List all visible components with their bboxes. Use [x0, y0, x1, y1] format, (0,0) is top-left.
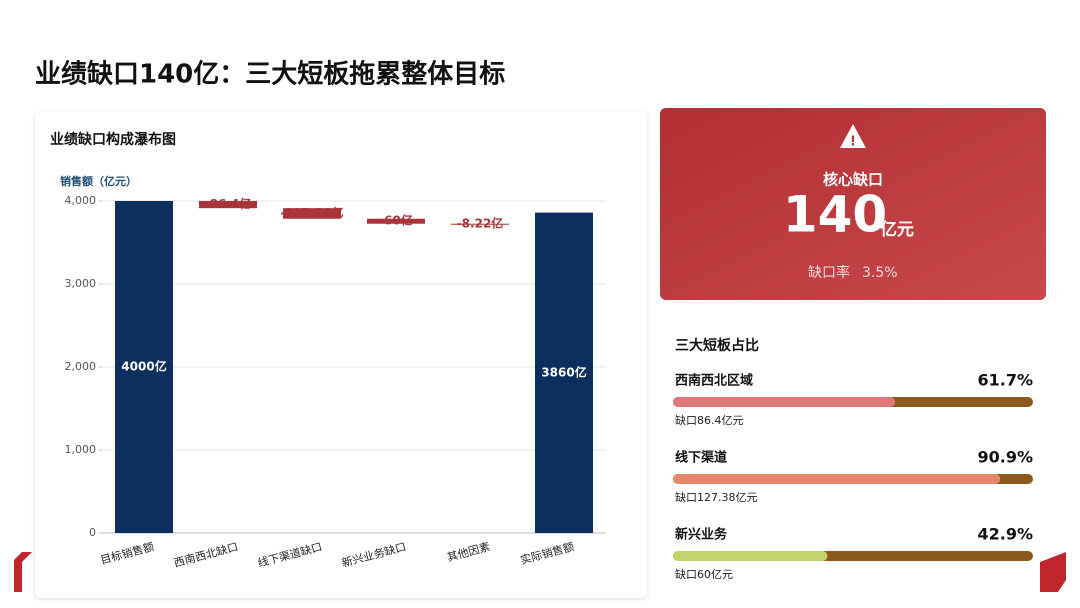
shortfall-percent: 42.9%: [977, 525, 1033, 544]
bar: [451, 223, 509, 225]
progress-bar: [673, 474, 1001, 484]
shortfall-percent: 61.7%: [977, 371, 1033, 390]
y-tick-label: 4,000: [65, 194, 97, 207]
progress-bar: [673, 551, 828, 561]
kpi-rate-label: 缺口率: [808, 264, 850, 281]
shortfall-name: 新兴业务: [675, 527, 728, 543]
value-label: -86.4亿: [205, 196, 252, 211]
kpi-label: 核心缺口: [823, 171, 883, 189]
value-label: 3860亿: [541, 364, 586, 379]
warning-mark: !: [850, 135, 856, 150]
bar: [283, 208, 341, 219]
page-title: 业绩缺口140亿：三大短板拖累整体目标: [35, 59, 505, 90]
shortfall-name: 西南西北区域: [675, 373, 753, 389]
kpi-card: [660, 108, 1046, 300]
shortfall-name: 线下渠道: [675, 450, 727, 466]
value-label: 4000亿: [121, 359, 166, 374]
y-tick-label: 2,000: [65, 360, 97, 373]
shortfall-title: 三大短板占比: [675, 337, 759, 354]
y-tick-label: 0: [89, 526, 96, 539]
value-label: -127.38亿: [280, 205, 343, 220]
kpi-value: 140: [783, 186, 887, 244]
corner-decoration: [1040, 552, 1066, 592]
warning-icon: [840, 124, 866, 148]
bar: [115, 201, 173, 533]
shortfall-gap: 缺口86.4亿元: [675, 413, 744, 427]
shortfall-gap: 缺口127.38亿元: [675, 490, 758, 504]
bar: [367, 218, 425, 224]
value-label: -8.22亿: [457, 216, 504, 231]
corner-decoration: [14, 552, 32, 592]
kpi-unit: 亿元: [880, 219, 914, 240]
y-axis-label: 销售额（亿元）: [60, 174, 137, 188]
bar: [535, 212, 593, 533]
chart-card: [35, 112, 647, 598]
bar: [199, 201, 257, 209]
kpi-rate: 3.5%: [862, 265, 898, 281]
value-label: -60亿: [379, 213, 413, 228]
shortfall-gap: 缺口60亿元: [675, 567, 733, 581]
chart-title: 业绩缺口构成瀑布图: [50, 131, 176, 148]
progress-bar: [673, 397, 896, 407]
y-tick-label: 3,000: [65, 277, 97, 290]
y-tick-label: 1,000: [65, 443, 97, 456]
shortfall-percent: 90.9%: [977, 448, 1033, 467]
